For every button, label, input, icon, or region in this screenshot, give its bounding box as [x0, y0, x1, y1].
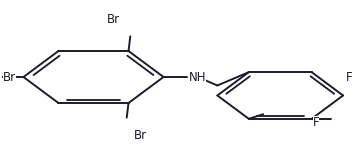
Text: NH: NH [189, 71, 206, 83]
Text: F: F [313, 116, 319, 129]
Text: Br: Br [134, 129, 147, 142]
Text: F: F [345, 71, 352, 83]
Text: Br: Br [107, 13, 120, 26]
Text: Br: Br [3, 71, 16, 83]
